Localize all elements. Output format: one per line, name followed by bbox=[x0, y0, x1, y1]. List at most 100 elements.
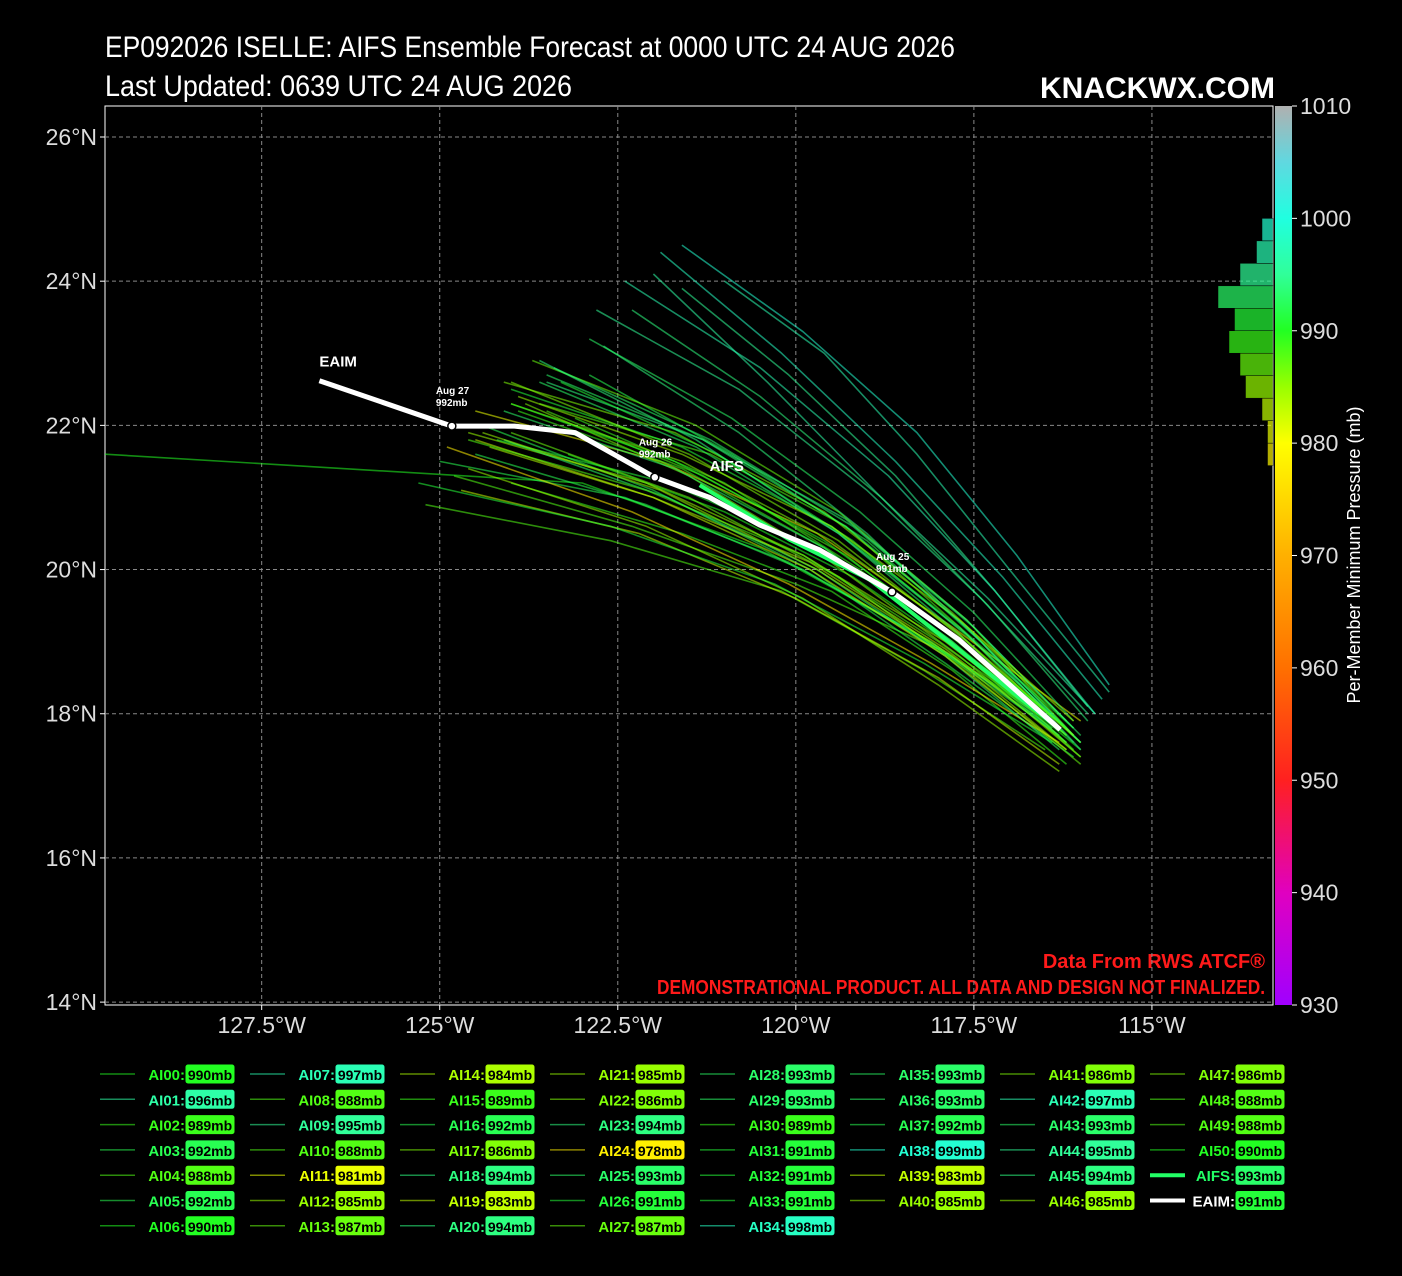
source-note: Data From RWS ATCF® bbox=[1043, 951, 1265, 973]
point-date: Aug 27 bbox=[436, 386, 470, 397]
point-pressure: 992mb bbox=[639, 449, 671, 460]
legend-colon: : bbox=[330, 1092, 335, 1109]
member-track bbox=[439, 460, 1053, 729]
legend-box bbox=[634, 1088, 686, 1110]
colorbar bbox=[1275, 106, 1292, 1005]
legend-name: AI28 bbox=[748, 1067, 780, 1084]
member-track bbox=[503, 381, 1068, 722]
legend-name: AI25 bbox=[598, 1168, 630, 1185]
legend-name: AI46 bbox=[1048, 1194, 1080, 1211]
legend-name: AI22 bbox=[598, 1092, 630, 1109]
legend-pressure: 983mb bbox=[488, 1194, 532, 1210]
histogram-bar bbox=[1267, 442, 1274, 466]
legend-name: AI29 bbox=[748, 1092, 780, 1109]
legend-pressure: 993mb bbox=[788, 1067, 832, 1083]
legend-pressure: 990mb bbox=[188, 1067, 232, 1083]
legend-name: AI32 bbox=[748, 1168, 780, 1185]
legend-pressure: 993mb bbox=[1238, 1168, 1282, 1184]
legend-pressure: 999mb bbox=[938, 1143, 982, 1159]
member-track bbox=[517, 395, 1075, 722]
legend-box bbox=[184, 1088, 236, 1110]
legend-pressure: 995mb bbox=[1088, 1143, 1132, 1159]
legend-name: AI43 bbox=[1048, 1118, 1080, 1135]
legend-pressure: 990mb bbox=[188, 1219, 232, 1235]
member-track bbox=[467, 439, 1060, 729]
point-pressure: 991mb bbox=[876, 564, 908, 575]
legend-pressure: 981mb bbox=[338, 1168, 382, 1184]
legend-colon: : bbox=[630, 1219, 635, 1236]
legend-name: AI03 bbox=[148, 1143, 180, 1160]
legend-pressure: 991mb bbox=[638, 1194, 682, 1210]
legend-colon: : bbox=[1230, 1194, 1235, 1211]
legend-pressure: 993mb bbox=[1088, 1118, 1132, 1134]
legend-colon: : bbox=[630, 1067, 635, 1084]
legend-box bbox=[784, 1190, 836, 1211]
legend-name: AI27 bbox=[598, 1219, 630, 1236]
legend-pressure: 992mb bbox=[938, 1118, 982, 1134]
legend-box bbox=[484, 1114, 536, 1136]
legend-box bbox=[934, 1088, 986, 1110]
x-tick-label: 117.5°W bbox=[930, 1012, 1017, 1038]
colorbar-tick-label: 930 bbox=[1300, 992, 1338, 1018]
chart-title: EP092026 ISELLE: AIFS Ensemble Forecast … bbox=[105, 31, 955, 64]
colorbar-tick-label: 980 bbox=[1300, 430, 1338, 456]
y-tick-label: 14°N bbox=[46, 989, 97, 1015]
legend-name: AI05 bbox=[148, 1194, 180, 1211]
legend-box bbox=[1234, 1088, 1286, 1110]
legend-box bbox=[484, 1139, 536, 1161]
legend-colon: : bbox=[930, 1067, 935, 1084]
legend-colon: : bbox=[1080, 1092, 1085, 1109]
legend-pressure: 988mb bbox=[188, 1168, 232, 1184]
legend-name: AI16 bbox=[448, 1118, 480, 1135]
legend-pressure: 995mb bbox=[338, 1118, 382, 1134]
legend-colon: : bbox=[1230, 1118, 1235, 1135]
member-track bbox=[631, 309, 1089, 722]
legend-name: AI17 bbox=[448, 1143, 480, 1160]
legend-pressure: 991mb bbox=[788, 1143, 832, 1159]
legend-box bbox=[334, 1063, 386, 1085]
legend-colon: : bbox=[180, 1219, 185, 1236]
legend-name: AI12 bbox=[298, 1194, 330, 1211]
legend-box bbox=[634, 1114, 686, 1136]
legend-pressure: 994mb bbox=[638, 1118, 682, 1134]
legend-box bbox=[1084, 1139, 1136, 1161]
legend-box bbox=[934, 1190, 986, 1211]
legend-pressure: 988mb bbox=[338, 1143, 382, 1159]
legend-colon: : bbox=[330, 1067, 335, 1084]
legend-name: AI33 bbox=[748, 1194, 780, 1211]
legend-colon: : bbox=[1080, 1118, 1085, 1135]
legend-name: AI20 bbox=[448, 1219, 480, 1236]
legend-colon: : bbox=[480, 1219, 485, 1236]
legend-box bbox=[634, 1063, 686, 1085]
legend-box bbox=[934, 1114, 986, 1136]
legend-name: AI30 bbox=[748, 1118, 780, 1135]
member-track bbox=[596, 309, 1089, 715]
legend-colon: : bbox=[630, 1092, 635, 1109]
member-track bbox=[724, 280, 1110, 693]
legend-colon: : bbox=[180, 1092, 185, 1109]
legend-name: AI35 bbox=[898, 1067, 930, 1084]
legend-name: AI07 bbox=[298, 1067, 330, 1084]
legend-name: AI42 bbox=[1048, 1092, 1080, 1109]
legend-name: AI34 bbox=[748, 1219, 780, 1236]
legend-box bbox=[634, 1164, 686, 1186]
legend-name: AI14 bbox=[448, 1067, 480, 1084]
legend-colon: : bbox=[480, 1067, 485, 1084]
legend-pressure: 985mb bbox=[1088, 1194, 1132, 1210]
member-track bbox=[603, 345, 1082, 751]
track-label: AIFS bbox=[710, 458, 744, 475]
track-point bbox=[447, 421, 457, 431]
legend-box bbox=[184, 1190, 236, 1211]
legend-box bbox=[184, 1164, 236, 1186]
legend-colon: : bbox=[480, 1118, 485, 1135]
legend-pressure: 987mb bbox=[338, 1219, 382, 1235]
legend-name: AI09 bbox=[298, 1118, 330, 1135]
disclaimer: DEMONSTRATIONAL PRODUCT. ALL DATA AND DE… bbox=[657, 977, 1265, 999]
x-tick-label: 125°W bbox=[405, 1012, 475, 1038]
legend-pressure: 991mb bbox=[1238, 1194, 1282, 1210]
legend-name: AI15 bbox=[448, 1092, 480, 1109]
legend-box bbox=[634, 1190, 686, 1211]
legend-box bbox=[934, 1063, 986, 1085]
legend-pressure: 992mb bbox=[188, 1194, 232, 1210]
legend-name: AI11 bbox=[299, 1168, 330, 1185]
